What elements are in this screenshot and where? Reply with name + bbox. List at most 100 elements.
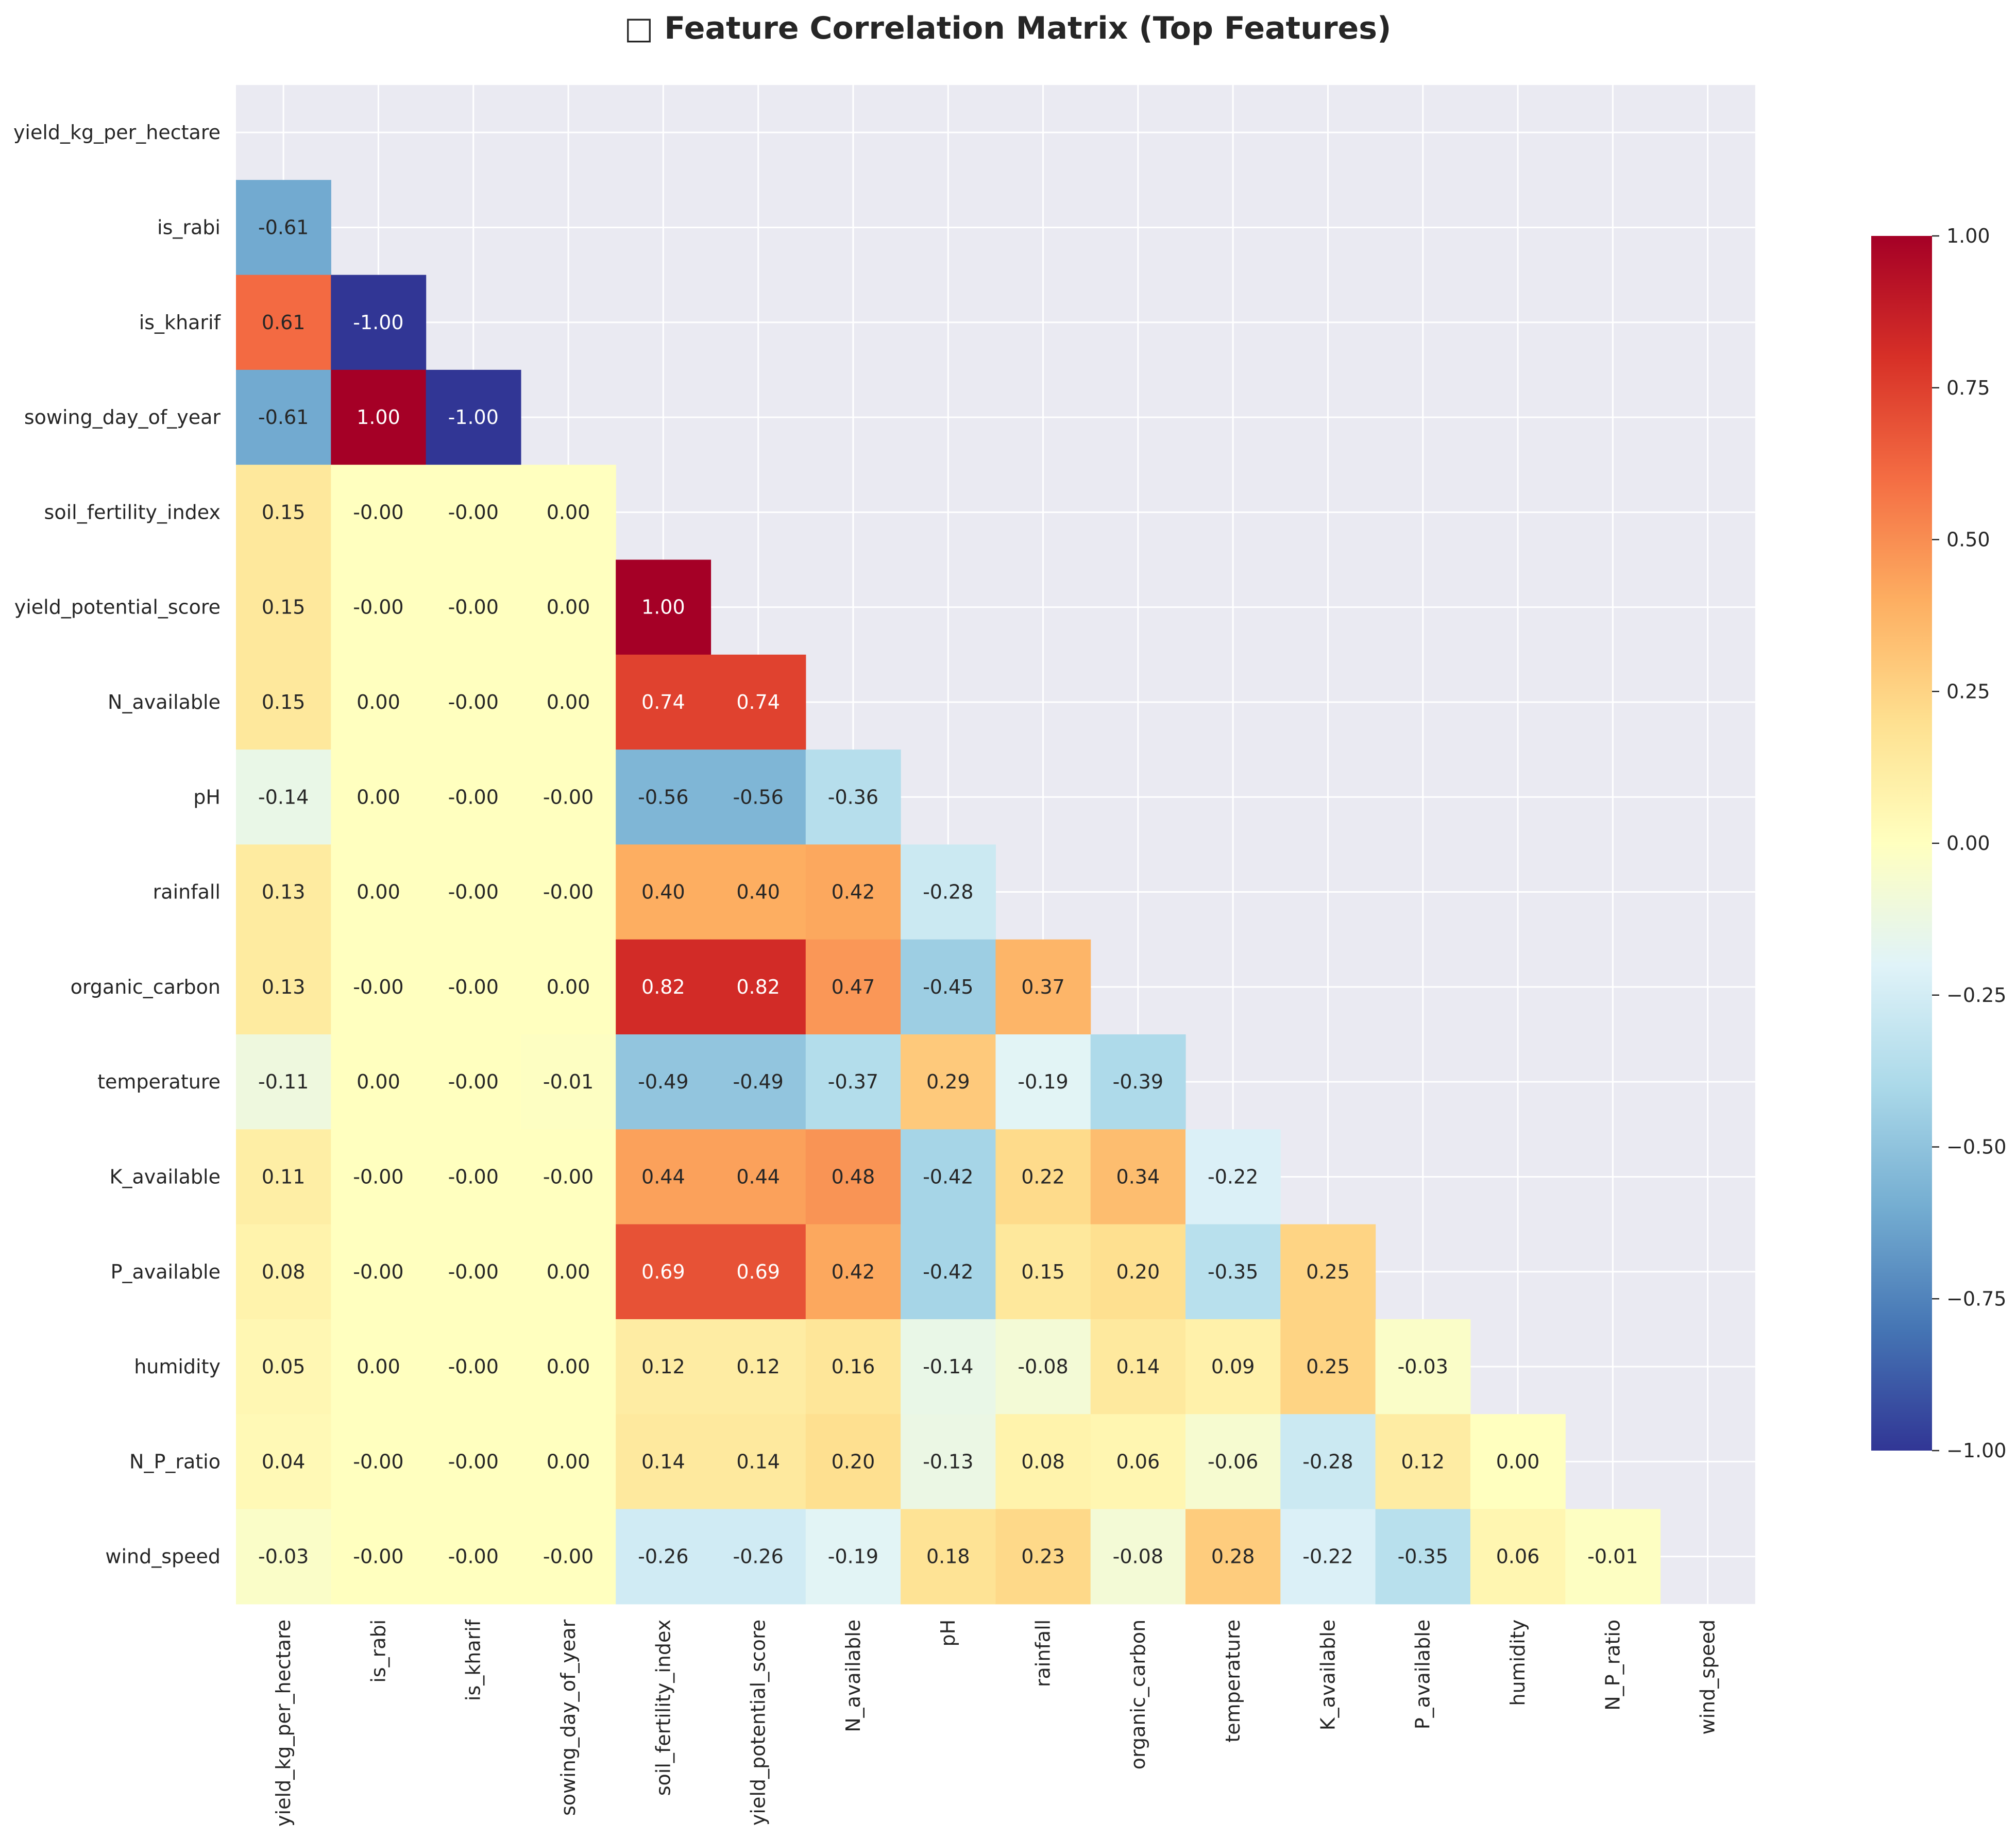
x-tick-label: yield_potential_score (747, 1620, 770, 1826)
heatmap-cell (1185, 1129, 1281, 1225)
heatmap-cell-label: -0.35 (1208, 1261, 1258, 1283)
heatmap-cell (901, 1034, 996, 1130)
y-tick-label: organic_carbon (71, 976, 221, 998)
heatmap-cell (426, 1034, 521, 1130)
heatmap-cell-labels: -0.61 0.61 -1.00 -0.61 1.00 -1.00 0.15 -0.00 -0.… (258, 216, 1638, 1568)
heatmap-cell (236, 465, 331, 560)
x-tick-label: yield_kg_per_hectare (272, 1620, 295, 1827)
heatmap-cell-label: -0.13 (923, 1450, 973, 1473)
heatmap-cell (426, 559, 521, 655)
heatmap-cell-label: -0.08 (1113, 1545, 1163, 1568)
heatmap-cell (710, 1034, 806, 1130)
heatmap-cell (805, 1414, 901, 1510)
x-tick-label: rainfall (1032, 1620, 1055, 1687)
heatmap-cell-label: 0.82 (736, 976, 780, 998)
heatmap-cell-label: -0.00 (353, 976, 403, 998)
heatmap-cell (710, 654, 806, 750)
colorbar-tick-label: 0.75 (1946, 377, 1990, 399)
heatmap-cell-label: 1.00 (641, 596, 685, 619)
heatmap-cell (1090, 1129, 1186, 1225)
heatmap-cell-label: 0.23 (1021, 1545, 1065, 1568)
heatmap-cell (1185, 1319, 1281, 1415)
heatmap-cell (995, 1129, 1091, 1225)
heatmap-cell (520, 1034, 616, 1130)
heatmap-cell-label: -0.00 (353, 1165, 403, 1188)
y-axis-tick-labels: yield_kg_per_hectare is_rabi is_kharifsowi… (13, 121, 222, 1568)
heatmap-cell-label: 0.00 (357, 881, 400, 904)
heatmap-cell-label: 0.06 (1496, 1545, 1540, 1568)
heatmap-cell (331, 750, 427, 845)
x-tick-label: soil_fertility_index (652, 1620, 674, 1796)
heatmap-cell (1280, 1319, 1376, 1415)
heatmap-cell (710, 1224, 806, 1320)
heatmap-cell-label: 0.20 (832, 1450, 875, 1473)
heatmap-cell (1090, 1414, 1186, 1510)
heatmap-cell-label: -0.00 (448, 691, 499, 713)
colorbar-tick-label: −0.75 (1946, 1287, 2006, 1310)
y-tick-label: humidity (134, 1355, 221, 1378)
heatmap-cell-label: 0.14 (1116, 1355, 1160, 1378)
colorbar-tick-label: 1.00 (1946, 225, 1990, 247)
colorbar-tick-label: 0.25 (1946, 680, 1990, 703)
heatmap-cell (236, 654, 331, 750)
x-tick-label: N_available (842, 1620, 865, 1732)
heatmap-cell-label: -0.56 (638, 786, 688, 808)
heatmap-cell (616, 750, 711, 845)
heatmap-cell-label: -0.00 (448, 1070, 499, 1093)
heatmap-cell (901, 844, 996, 940)
heatmap-cell (236, 844, 331, 940)
heatmap-cell-label: -0.00 (448, 881, 499, 904)
heatmap-cell (710, 939, 806, 1035)
y-tick-label: P_available (111, 1261, 221, 1283)
heatmap-cell (805, 1224, 901, 1320)
heatmap-cell (331, 275, 427, 370)
heatmap-cell-label: 0.00 (547, 1450, 590, 1473)
heatmap-cell (520, 1224, 616, 1320)
heatmap-cell-label: 0.00 (357, 1355, 400, 1378)
heatmap-cell-label: 0.82 (641, 976, 685, 998)
heatmap-cell-label: -0.19 (1018, 1070, 1068, 1093)
heatmap-cell-label: 0.00 (547, 1355, 590, 1378)
heatmap-cell-label: 0.15 (262, 596, 306, 619)
heatmap-cell (331, 1509, 427, 1605)
heatmap-cell-label: 0.34 (1116, 1165, 1160, 1188)
heatmap-cell-label: -0.49 (733, 1070, 783, 1093)
heatmap-cell (901, 1129, 996, 1225)
heatmap-cell-label: -0.28 (1302, 1450, 1353, 1473)
heatmap-cell-label: 0.22 (1021, 1165, 1065, 1188)
heatmap-cell (1090, 1509, 1186, 1605)
heatmap-cell (1185, 1414, 1281, 1510)
heatmap-cell (901, 1414, 996, 1510)
x-tick-label: P_available (1412, 1620, 1434, 1729)
heatmap-cell-label: -0.00 (448, 1261, 499, 1283)
heatmap-cell (616, 559, 711, 655)
heatmap-cell-label: 0.28 (1211, 1545, 1255, 1568)
y-tick-label: temperature (97, 1070, 221, 1093)
heatmap-cell (1280, 1414, 1376, 1510)
heatmap-cell-label: 0.13 (262, 881, 306, 904)
heatmap-cell-label: 0.11 (262, 1165, 306, 1188)
heatmap-cell-label: 0.00 (547, 596, 590, 619)
heatmap-cell-label: -0.35 (1398, 1545, 1448, 1568)
heatmap-cell (1090, 1224, 1186, 1320)
heatmap-cell (710, 1414, 806, 1510)
heatmap-cell-label: -1.00 (353, 311, 403, 334)
heatmap-cell-label: -0.14 (258, 786, 309, 808)
heatmap-cell (426, 1224, 521, 1320)
heatmap-cell (616, 844, 711, 940)
heatmap-cell-label: -0.00 (353, 1545, 403, 1568)
heatmap-cell-label: -0.42 (923, 1165, 973, 1188)
heatmap-cell (331, 369, 427, 465)
heatmap-cell (901, 1319, 996, 1415)
heatmap-cell-label: -0.06 (1208, 1450, 1258, 1473)
heatmap-cell-label: 0.37 (1021, 976, 1065, 998)
heatmap-cell-label: 0.40 (736, 881, 780, 904)
heatmap-cell (520, 844, 616, 940)
heatmap-cell (520, 1414, 616, 1510)
heatmap-cell-label: -0.61 (258, 406, 309, 429)
heatmap-cell (805, 1319, 901, 1415)
y-tick-label: pH (193, 786, 221, 808)
heatmap-cell-label: 0.20 (1116, 1261, 1160, 1283)
heatmap-cell (1565, 1509, 1661, 1605)
x-tick-label: organic_carbon (1127, 1620, 1149, 1769)
